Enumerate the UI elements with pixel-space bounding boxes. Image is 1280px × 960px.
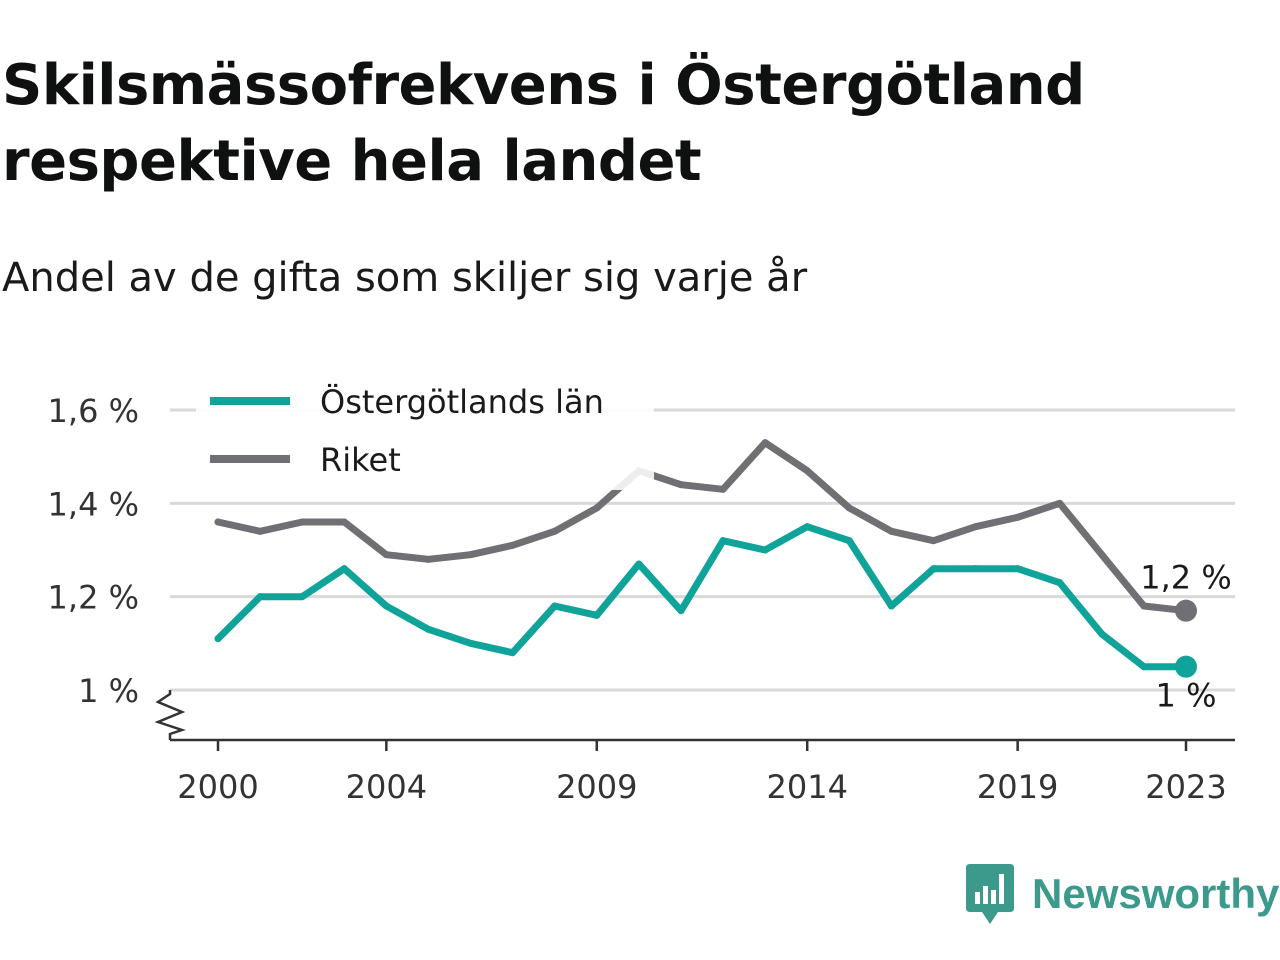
series-line-0: [214, 523, 1190, 671]
data-point: [929, 565, 937, 573]
data-point: [340, 518, 348, 526]
y-tick-label: 1,2 %: [48, 579, 139, 617]
data-point: [551, 527, 559, 535]
data-point: [761, 439, 769, 447]
axis-break-icon: [154, 690, 186, 740]
data-point: [1098, 551, 1106, 559]
legend: Östergötlands län Riket: [196, 372, 654, 490]
x-tick-label: 2023: [1145, 768, 1226, 806]
x-tick-label: 2019: [977, 768, 1058, 806]
data-point: [677, 481, 685, 489]
data-point: [551, 602, 559, 610]
data-point: [593, 611, 601, 619]
data-point: [845, 504, 853, 512]
data-point: [424, 555, 432, 563]
x-tick-label: 2009: [556, 768, 637, 806]
data-point: [298, 518, 306, 526]
data-point: [1014, 513, 1022, 521]
data-point: [1140, 602, 1148, 610]
data-point: [593, 504, 601, 512]
data-point: [382, 551, 390, 559]
data-point: [340, 565, 348, 573]
data-point: [214, 518, 222, 526]
data-point: [1098, 630, 1106, 638]
legend-background: [196, 372, 654, 490]
data-point: [214, 635, 222, 643]
data-point: [845, 537, 853, 545]
data-point: [1014, 565, 1022, 573]
data-point: [803, 523, 811, 531]
data-point: [256, 527, 264, 535]
legend-label: Riket: [320, 441, 401, 479]
data-point: [761, 546, 769, 554]
data-point: [1056, 499, 1064, 507]
data-point: [929, 537, 937, 545]
end-labels: 1 % 1,2 %: [1140, 559, 1231, 715]
end-point-marker: [1175, 655, 1197, 678]
data-point: [256, 593, 264, 601]
data-point: [719, 537, 727, 545]
data-point: [719, 485, 727, 493]
series-line-1: [214, 439, 1190, 615]
data-point: [677, 607, 685, 615]
data-point: [509, 649, 517, 657]
data-point: [972, 523, 980, 531]
data-point: [424, 625, 432, 633]
newsworthy-brand-name: Newsworthy: [1032, 870, 1280, 917]
data-point: [635, 560, 643, 568]
data-point: [298, 593, 306, 601]
data-point: [467, 639, 475, 647]
data-point: [467, 551, 475, 559]
data-point: [382, 602, 390, 610]
newsworthy-logo-icon: [966, 864, 1014, 924]
y-axis: 1 % 1,2 % 1,4 % 1,6 %: [48, 392, 139, 710]
y-tick-label: 1 %: [78, 672, 139, 710]
data-point: [887, 527, 895, 535]
data-point: [509, 541, 517, 549]
x-tick-label: 2014: [766, 768, 847, 806]
data-point: [1140, 663, 1148, 671]
newsworthy-logo: Newsworthy: [964, 862, 1279, 926]
data-point: [972, 565, 980, 573]
chart-title: Skilsmässofrekvens i Östergötland respek…: [2, 53, 1085, 194]
y-tick-label: 1,6 %: [48, 392, 139, 430]
end-point-marker: [1175, 599, 1197, 622]
data-point: [803, 467, 811, 475]
legend-label: Östergötlands län: [320, 383, 604, 421]
x-axis: 2000 2004 2009 2014 2019 2023: [154, 690, 1235, 806]
x-tick-label: 2004: [346, 768, 427, 806]
end-value-label: 1,2 %: [1140, 559, 1231, 597]
y-tick-label: 1,4 %: [48, 485, 139, 523]
series-lines: [214, 439, 1197, 678]
line-chart: 1 %1,2 %1,4 %1,6 % 2000 2004 2009 2014 2019 2…: [47, 372, 1235, 806]
x-tick-label: 2000: [177, 768, 258, 806]
data-point: [1056, 579, 1064, 587]
chart-subtitle: Andel av de gifta som skiljer sig varje …: [2, 255, 808, 301]
data-point: [887, 602, 895, 610]
end-value-label: 1 %: [1156, 677, 1217, 715]
